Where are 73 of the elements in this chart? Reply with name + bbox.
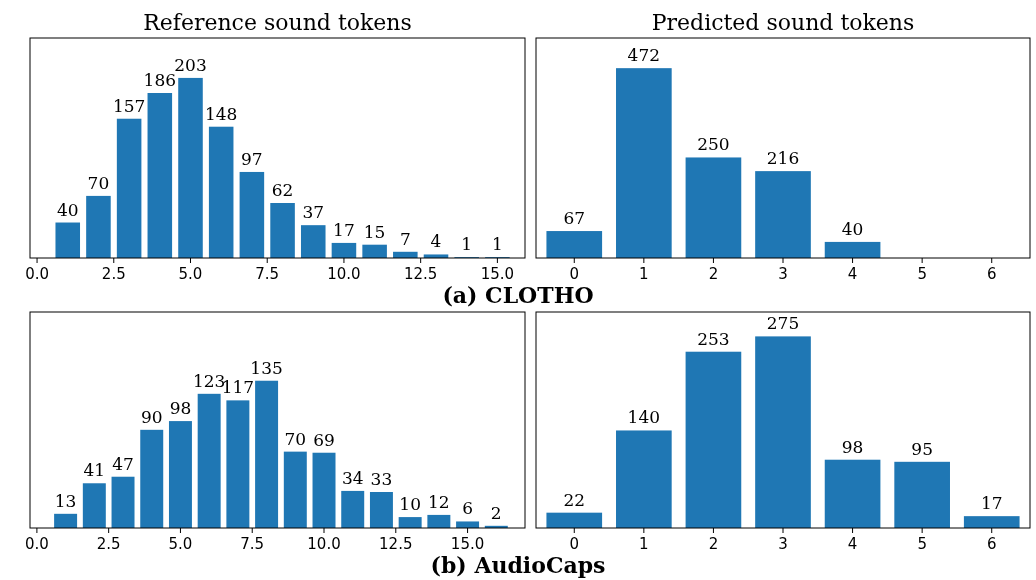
x-tick-label: 5 xyxy=(917,265,927,283)
x-tick-label: 10.0 xyxy=(307,535,341,553)
x-tick-label: 1 xyxy=(639,265,649,283)
text: (a) CLOTHO xyxy=(442,282,594,308)
chart-title: Reference sound tokens xyxy=(143,10,412,35)
data-label: 10 xyxy=(399,494,421,515)
x-tick-label: 0 xyxy=(569,535,580,553)
data-label: 37 xyxy=(302,202,325,223)
x-tick-label: 7.5 xyxy=(240,535,265,553)
x-tick-label: 15.0 xyxy=(480,265,515,283)
text: (b) AudioCaps xyxy=(430,552,606,578)
data-label: 1 xyxy=(461,234,473,255)
x-tick-label: 0 xyxy=(569,265,580,283)
x-tick-label: 3 xyxy=(778,265,788,283)
x-tick-label: 1 xyxy=(639,535,649,553)
x-tick-label: 0.0 xyxy=(24,535,49,553)
x-tick-label: 12.5 xyxy=(403,265,438,283)
x-tick-label: 2.5 xyxy=(96,535,121,553)
x-tick-label: 6 xyxy=(986,535,997,553)
x-tick-label: 5 xyxy=(917,535,927,553)
data-label: 2 xyxy=(490,502,502,523)
data-label: 216 xyxy=(766,148,800,169)
data-label: 472 xyxy=(627,45,661,66)
data-label: 148 xyxy=(204,103,238,124)
data-label: 62 xyxy=(271,180,294,200)
data-label: 15 xyxy=(363,221,386,242)
data-label: 17 xyxy=(980,493,1003,514)
data-label: 47 xyxy=(112,453,134,474)
x-tick-label: 5.0 xyxy=(178,265,203,283)
x-tick-label: 3 xyxy=(778,535,788,553)
x-tick-label: 5.0 xyxy=(168,535,193,553)
data-label: 41 xyxy=(83,460,106,481)
x-tick-label: 12.5 xyxy=(379,535,413,553)
data-label: 40 xyxy=(841,218,864,239)
data-label: 34 xyxy=(341,467,364,488)
data-label: 12 xyxy=(428,491,450,512)
data-label: 250 xyxy=(697,134,730,155)
data-label: 90 xyxy=(140,406,163,427)
x-tick-label: 2 xyxy=(708,265,719,283)
data-label: 275 xyxy=(766,313,800,334)
x-tick-label: 10.0 xyxy=(327,265,361,283)
data-label: 140 xyxy=(627,407,661,428)
x-tick-label: 7.5 xyxy=(255,265,280,283)
x-tick-label: 2.5 xyxy=(101,265,126,283)
data-label: 17 xyxy=(333,219,355,240)
data-label: 67 xyxy=(563,208,586,229)
data-label: 95 xyxy=(911,438,933,459)
data-label: 70 xyxy=(87,172,110,193)
data-label: 97 xyxy=(241,148,263,169)
data-label: 98 xyxy=(169,398,192,419)
data-label: 157 xyxy=(112,95,146,116)
data-label: 6 xyxy=(462,498,473,519)
data-label: 33 xyxy=(370,469,393,489)
data-label: 40 xyxy=(56,199,79,220)
data-label: 69 xyxy=(313,429,335,450)
data-label: 70 xyxy=(284,428,307,449)
data-label: 186 xyxy=(143,70,177,90)
chart-title: Predicted sound tokens xyxy=(651,10,915,35)
data-label: 1 xyxy=(491,234,503,255)
x-tick-label: 15.0 xyxy=(450,535,485,553)
data-label: 253 xyxy=(697,328,730,349)
data-label: 7 xyxy=(399,228,411,249)
data-label: 98 xyxy=(841,436,864,457)
data-label: 22 xyxy=(563,489,586,510)
x-tick-label: 4 xyxy=(847,265,858,283)
x-tick-label: 2 xyxy=(708,535,719,553)
data-label: 13 xyxy=(54,490,77,511)
x-tick-label: 6 xyxy=(986,265,997,283)
x-tick-label: 4 xyxy=(847,535,858,553)
x-tick-label: 0.0 xyxy=(25,265,49,283)
data-label: 135 xyxy=(250,357,283,378)
data-label: 203 xyxy=(174,54,207,75)
data-label: 4 xyxy=(430,231,442,252)
